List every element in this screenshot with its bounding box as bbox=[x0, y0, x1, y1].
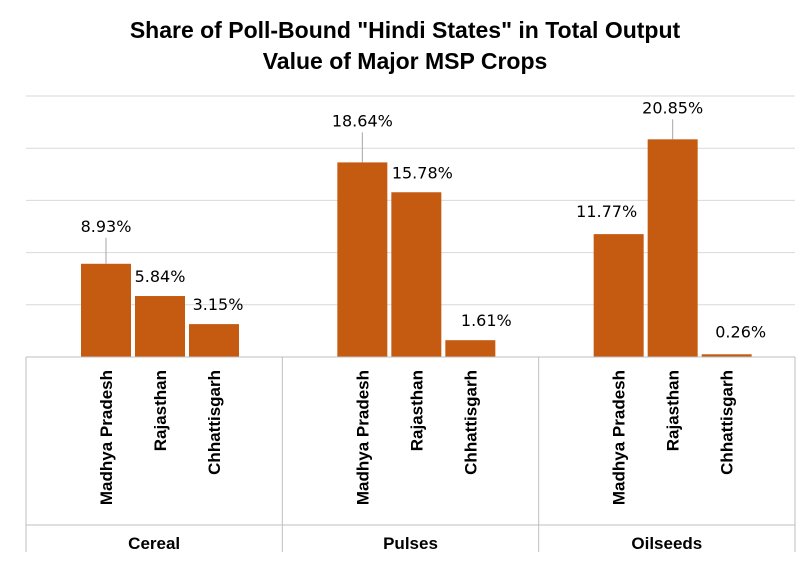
chart-title-line-2: Value of Major MSP Crops bbox=[263, 48, 548, 74]
category-tick-label: Chhattisgarh bbox=[205, 370, 224, 475]
bar-oilseeds-chhattisgarh bbox=[701, 354, 752, 357]
data-label: 15.78% bbox=[392, 163, 453, 182]
data-labels: 8.93% 5.84% 3.15% 18.64% 15.78% 1.61% 11.77% 20… bbox=[81, 98, 766, 341]
data-label: 11.77% bbox=[576, 202, 637, 221]
group-label: Cereal bbox=[128, 534, 180, 553]
category-axis: Madhya Pradesh Rajasthan Chhattisgarh Cerea… bbox=[25, 356, 796, 553]
data-label: 20.85% bbox=[642, 98, 703, 117]
group-label: Oilseeds bbox=[631, 534, 702, 553]
bar-cereal-chhattisgarh bbox=[189, 324, 239, 357]
data-label: 8.93% bbox=[81, 217, 132, 236]
bar-pulses-madhya-pradesh bbox=[337, 162, 388, 357]
bar-pulses-chhattisgarh bbox=[445, 340, 496, 357]
bars bbox=[81, 139, 752, 357]
category-tick-label: Chhattisgarh bbox=[718, 370, 737, 475]
category-tick-label: Madhya Pradesh bbox=[97, 370, 116, 505]
category-tick-label: Rajasthan bbox=[407, 370, 426, 451]
bar-pulses-rajasthan bbox=[391, 192, 442, 357]
data-label: 1.61% bbox=[461, 311, 512, 330]
bar-oilseeds-rajasthan bbox=[647, 139, 698, 357]
bar-cereal-madhya-pradesh bbox=[81, 263, 131, 357]
category-tick-label: Chhattisgarh bbox=[461, 370, 480, 475]
bar-cereal-rajasthan bbox=[135, 296, 185, 357]
category-tick-label: Madhya Pradesh bbox=[610, 370, 629, 505]
bar-oilseeds-madhya-pradesh bbox=[593, 234, 644, 357]
chart-title-line-1: Share of Poll-Bound "Hindi States" in To… bbox=[130, 17, 681, 43]
category-tick-label: Rajasthan bbox=[664, 370, 683, 451]
data-label: 5.84% bbox=[135, 267, 186, 286]
data-label: 3.15% bbox=[193, 295, 244, 314]
data-label: 18.64% bbox=[332, 111, 393, 130]
data-label: 0.26% bbox=[715, 322, 766, 341]
category-tick-label: Rajasthan bbox=[151, 370, 170, 451]
group-label: Pulses bbox=[383, 534, 438, 553]
category-tick-label: Madhya Pradesh bbox=[353, 370, 372, 505]
